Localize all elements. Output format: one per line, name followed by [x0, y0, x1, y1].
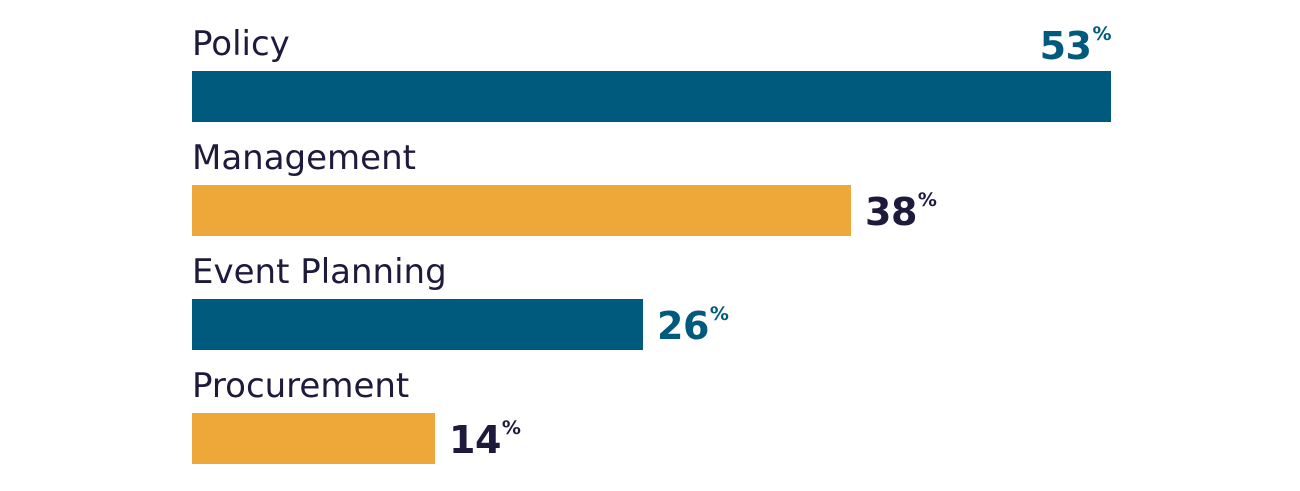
value-number: 26: [657, 304, 709, 348]
category-label: Event Planning: [192, 252, 447, 292]
value-number: 38: [865, 190, 917, 234]
category-label: Management: [192, 138, 416, 178]
bar: [192, 413, 435, 464]
value-label: 53%: [1039, 24, 1112, 68]
value-suffix: %: [501, 417, 521, 439]
value-suffix: %: [709, 303, 729, 325]
value-suffix: %: [1092, 23, 1111, 45]
category-label: Policy: [192, 24, 290, 64]
value-label: 14%: [449, 418, 521, 462]
value-number: 14: [449, 418, 501, 462]
bar: [192, 71, 1111, 122]
value-label: 38%: [865, 190, 937, 234]
value-number: 53: [1039, 24, 1092, 68]
value-label: 26%: [657, 304, 729, 348]
category-label: Procurement: [192, 366, 410, 406]
bar: [192, 185, 851, 236]
bar: [192, 299, 643, 350]
value-suffix: %: [917, 189, 937, 211]
